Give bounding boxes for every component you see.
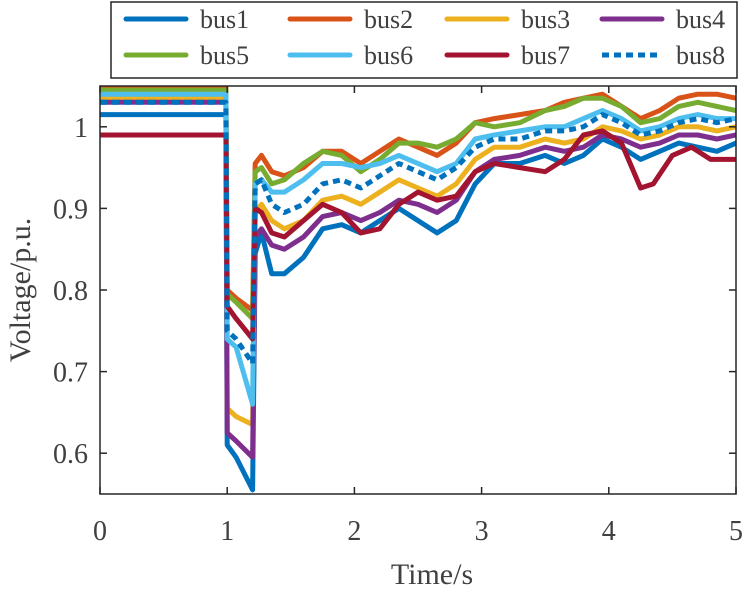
y-tick-label: 0.7: [53, 358, 88, 389]
x-tick-label: 3: [475, 516, 489, 547]
legend-label-bus4: bus4: [676, 5, 725, 34]
y-tick-label: 0.6: [53, 439, 88, 470]
y-tick-label: 1: [74, 113, 88, 144]
x-tick-label: 1: [220, 516, 234, 547]
series-layer: [100, 86, 736, 493]
legend: bus1 bus2 bus3 bus4 bus5 bus6 bus7 bus8: [110, 1, 738, 79]
series-line-bus1: [100, 112, 736, 493]
legend-label-bus6: bus6: [364, 41, 413, 70]
x-tick-label: 0: [93, 516, 107, 547]
legend-label-bus1: bus1: [200, 5, 249, 34]
legend-label-bus8: bus8: [676, 41, 725, 70]
x-tick-label: 4: [602, 516, 616, 547]
series-line-bus4: [100, 99, 736, 460]
series-line-bus5: [100, 87, 736, 322]
legend-label-bus7: bus7: [521, 41, 570, 70]
series-line-bus7: [100, 128, 736, 342]
series-line-bus2: [100, 86, 736, 313]
x-axis-label: Time/s: [391, 558, 473, 591]
legend-box: [110, 1, 738, 79]
tick-layer: 0 1 2 3 4 5 0.6 0.7 0.8 0.9 1: [53, 86, 743, 547]
y-tick-label: 0.8: [53, 276, 88, 307]
x-tick-label: 5: [729, 516, 743, 547]
legend-label-bus3: bus3: [521, 5, 570, 34]
legend-label-bus5: bus5: [200, 41, 249, 70]
y-axis-label: Voltage/p.u.: [4, 218, 37, 362]
legend-label-bus2: bus2: [364, 5, 413, 34]
y-tick-label: 0.9: [53, 194, 88, 225]
series-line-bus8: [100, 99, 736, 366]
x-tick-label: 2: [347, 516, 361, 547]
